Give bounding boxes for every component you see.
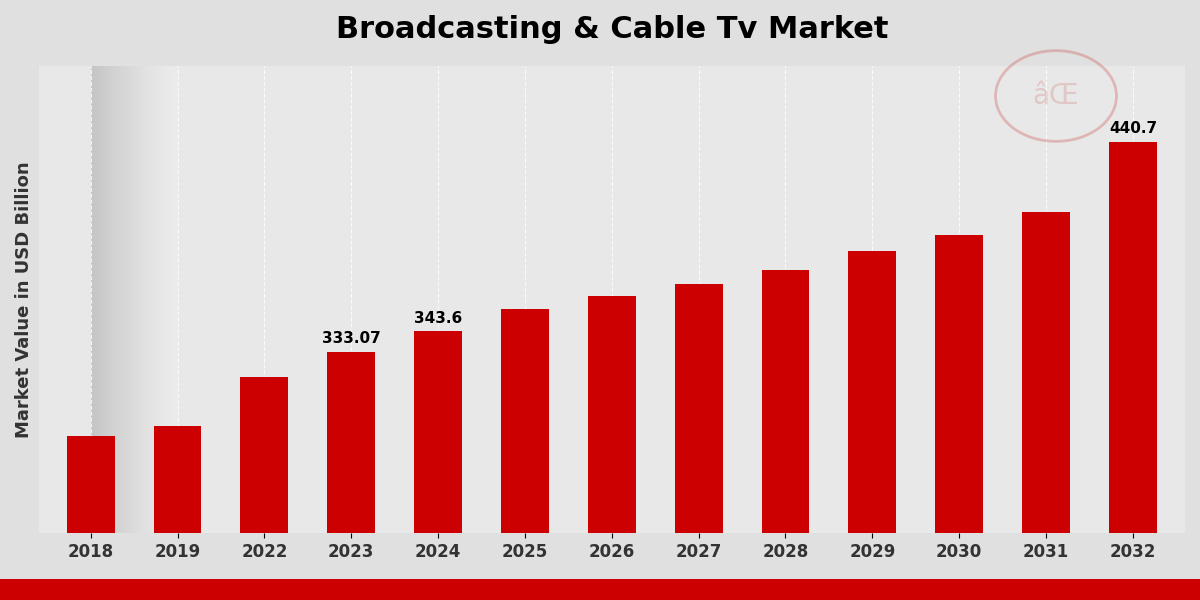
Bar xyxy=(328,352,376,533)
Y-axis label: Market Value in USD Billion: Market Value in USD Billion xyxy=(14,161,32,438)
Bar xyxy=(935,235,983,533)
Text: 343.6: 343.6 xyxy=(414,311,462,326)
Bar xyxy=(1109,142,1157,533)
Bar xyxy=(674,284,722,533)
Text: 440.7: 440.7 xyxy=(1109,121,1157,136)
Bar xyxy=(240,377,288,533)
Bar xyxy=(502,309,548,533)
Bar xyxy=(67,436,114,533)
Text: 333.07: 333.07 xyxy=(322,331,380,346)
Bar xyxy=(1022,212,1070,533)
Bar xyxy=(154,426,202,533)
Title: Broadcasting & Cable Tv Market: Broadcasting & Cable Tv Market xyxy=(336,15,888,44)
Bar xyxy=(588,296,636,533)
Bar xyxy=(848,251,896,533)
Bar xyxy=(414,331,462,533)
Text: âŒ: âŒ xyxy=(1033,82,1079,110)
Bar xyxy=(762,271,809,533)
